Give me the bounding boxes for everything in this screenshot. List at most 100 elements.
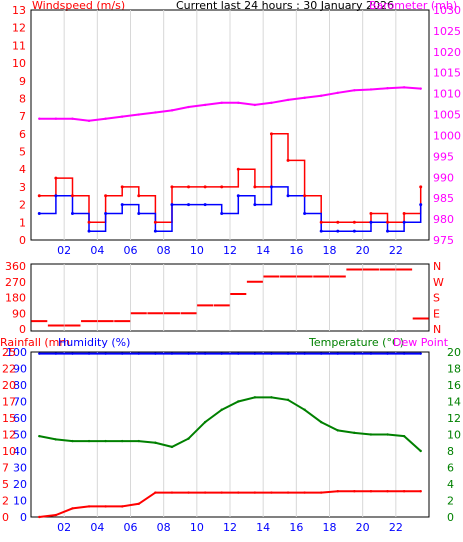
temperature-point <box>303 408 306 411</box>
barometer-point <box>353 89 356 92</box>
wind-direction-mark <box>97 320 114 323</box>
panel3-rain-tick-label: 10 <box>2 445 16 458</box>
rainfall-point <box>71 507 74 510</box>
humidity-point <box>320 352 323 355</box>
panel3-temp-tick-label: 2 <box>447 495 454 508</box>
wind-gust-point <box>87 220 91 224</box>
wind-direction-mark <box>197 304 214 307</box>
humidity-point <box>170 352 174 355</box>
wind-avg-point <box>70 211 74 215</box>
panel3-temp-tick-label: 6 <box>447 462 454 475</box>
wind-avg-point <box>286 194 290 198</box>
barometer-point <box>121 115 124 118</box>
panel1-xtick-label: 18 <box>323 244 337 257</box>
rainfall-point <box>137 502 140 505</box>
temperature-point <box>154 441 157 444</box>
rainfall-point <box>386 490 389 493</box>
panel3-rain-tick-label: 25 <box>2 346 16 359</box>
panel3-xtick-label: 10 <box>190 521 204 534</box>
wind-avg-point <box>369 220 373 224</box>
wind-gust-point <box>70 194 74 198</box>
wind-avg-point <box>269 185 273 189</box>
wind-avg-line <box>39 186 422 232</box>
wind-gust-point <box>369 211 373 215</box>
rainfall-point <box>170 491 174 494</box>
wind-gust-point <box>386 220 390 224</box>
temperature-point <box>237 400 240 403</box>
panel1-right-tick-label: 1030 <box>433 4 461 17</box>
humidity-point <box>270 352 273 355</box>
humidity-point <box>286 352 290 355</box>
temperature-point <box>187 437 190 440</box>
humidity-point <box>220 352 223 355</box>
panel3-rain-tick-label: 12 <box>2 429 16 442</box>
wind-gust-point <box>336 220 340 224</box>
humidity-point <box>203 352 207 355</box>
panel3-rain-tick-label: 7 <box>2 462 9 475</box>
panel1-xtick-label: 16 <box>289 244 303 257</box>
panel1-right-tick-label: 995 <box>433 150 454 163</box>
rainfall-point <box>303 491 306 494</box>
humidity-point <box>104 352 107 355</box>
rainfall-point <box>203 491 207 494</box>
panel3-rain-tick-label: 22 <box>2 363 16 376</box>
wind-direction-mark <box>362 268 379 271</box>
barometer-point <box>54 117 58 120</box>
temperature-point <box>121 439 124 443</box>
temperature-point <box>87 439 91 443</box>
wind-gust-point <box>203 185 207 189</box>
panel3-temp-tick-label: 20 <box>447 346 461 359</box>
temperature-point <box>270 396 273 399</box>
humidity-point <box>54 352 58 355</box>
panel3-humidity-tick-label: 50 <box>13 429 27 442</box>
panel2-left-tick-label: 180 <box>5 292 26 305</box>
temperature-point <box>353 431 356 435</box>
panel3-humidity-tick-label: 40 <box>13 445 27 458</box>
rainfall-point <box>353 490 356 493</box>
barometer-point <box>237 101 240 105</box>
temperature-point <box>54 438 58 441</box>
panel3-temp-tick-label: 18 <box>447 363 461 376</box>
panel1-right-tick-label: 985 <box>433 192 454 205</box>
panel1-xtick-label: 02 <box>57 244 71 257</box>
barometer-point <box>336 91 339 95</box>
panel3-xtick-label: 06 <box>124 521 138 534</box>
barometer-point <box>386 87 389 90</box>
barometer-point <box>402 86 406 89</box>
rainfall-point <box>38 515 41 519</box>
panel1-xtick-label: 06 <box>124 244 138 257</box>
panel3-rain-tick-label: 17 <box>2 396 16 409</box>
panel3-xtick-label: 02 <box>57 521 71 534</box>
rainfall-axis-label: Rainfall (mm <box>0 336 70 349</box>
wind-direction-mark <box>280 275 297 278</box>
barometer-point <box>303 96 306 100</box>
wind-direction-mark <box>296 275 313 278</box>
panel1-xtick-label: 12 <box>223 244 237 257</box>
panel3-temp-tick-label: 12 <box>447 412 461 425</box>
temperature-point <box>386 433 389 436</box>
panel3-xtick-label: 12 <box>223 521 237 534</box>
panel1-right-tick-label: 975 <box>433 234 454 247</box>
humidity-point <box>336 352 339 355</box>
panel1-right-tick-label: 1000 <box>433 129 461 142</box>
wind-direction-mark <box>313 275 330 278</box>
panel3-xtick-label: 08 <box>157 521 171 534</box>
panel3-xtick-label: 22 <box>389 521 403 534</box>
panel2-compass-label: N <box>433 260 441 273</box>
panel2-compass-label: W <box>433 276 444 289</box>
humidity-point <box>386 352 389 355</box>
temperature-point <box>402 434 406 438</box>
wind-avg-point <box>336 229 340 233</box>
temperature-point <box>137 439 140 443</box>
panel1-left-tick-label: 5 <box>19 146 26 159</box>
temperature-point <box>286 398 290 402</box>
panel1-right-tick-label: 1010 <box>433 88 461 101</box>
rainfall-point <box>121 505 124 508</box>
wind-gust-point <box>402 211 406 215</box>
wind-gust-point <box>286 158 290 162</box>
panel3-temp-tick-label: 10 <box>447 429 461 442</box>
wind-avg-point <box>319 229 323 233</box>
panel3-temp-tick-label: 0 <box>447 511 454 524</box>
wind-gust-point <box>170 185 174 189</box>
panel1-left-tick-label: 10 <box>12 57 26 70</box>
